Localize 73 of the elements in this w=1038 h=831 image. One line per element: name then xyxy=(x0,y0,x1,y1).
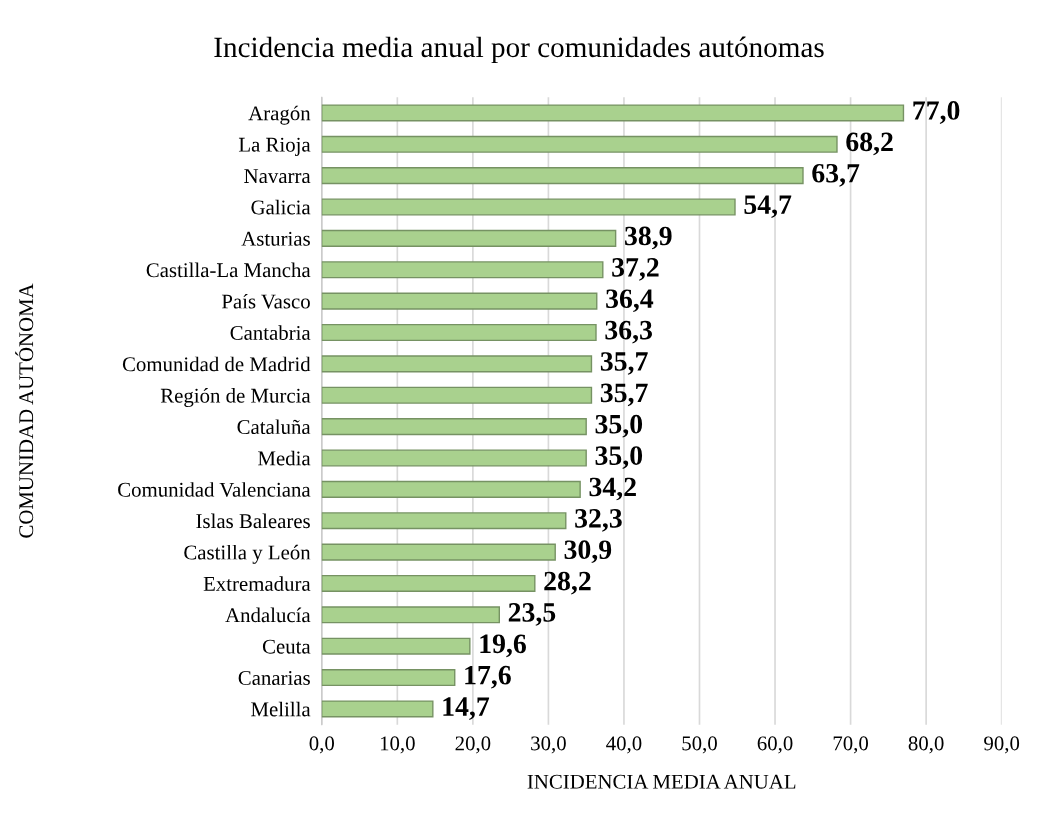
x-tick-label: 10,0 xyxy=(380,736,415,754)
data-label: 38,9 xyxy=(625,226,672,250)
x-tick-label: 0,0 xyxy=(309,736,335,754)
y-tick-label: Castilla-La Mancha xyxy=(146,262,311,278)
bar xyxy=(321,574,536,593)
x-tick-label: 90,0 xyxy=(984,736,1020,754)
data-label: 35,0 xyxy=(595,414,643,438)
y-tick-label: País Vasco xyxy=(221,293,310,309)
x-tick-label: 80,0 xyxy=(908,736,944,754)
bar xyxy=(321,355,593,373)
y-tick-label: Navarra xyxy=(244,169,311,184)
data-label: 36,3 xyxy=(605,320,652,344)
bar xyxy=(321,480,581,498)
bar xyxy=(321,386,593,404)
data-label: 68,2 xyxy=(846,132,893,156)
data-label: 37,2 xyxy=(612,258,659,281)
y-tick-label: La Rioja xyxy=(238,137,311,156)
x-tick-label: 50,0 xyxy=(682,736,717,754)
x-tick-label: 40,0 xyxy=(606,736,642,754)
bar xyxy=(321,323,597,342)
y-tick-label: Canarias xyxy=(238,671,310,686)
bar xyxy=(321,606,501,624)
bar xyxy=(321,512,567,530)
y-tick-label: Media xyxy=(258,450,311,466)
data-label: 23,5 xyxy=(508,603,556,626)
data-label: 14,7 xyxy=(443,697,490,720)
chart-title: Incidencia media anual por comunidades autónomas xyxy=(214,36,824,64)
bar xyxy=(321,135,838,153)
bar xyxy=(321,104,905,122)
data-label: 77,0 xyxy=(913,101,960,124)
data-label: 17,6 xyxy=(465,665,511,689)
data-label: 35,7 xyxy=(600,352,648,375)
y-tick-label: Región de Murcia xyxy=(160,388,311,407)
bar xyxy=(321,449,587,467)
y-tick-label: Cataluña xyxy=(237,419,311,435)
data-label: 35,0 xyxy=(595,446,643,469)
y-tick-label: Galicia xyxy=(251,199,311,215)
y-axis-title: COMUNIDAD AUTÓNOMA xyxy=(15,283,34,538)
y-tick-label: Asturias xyxy=(241,231,310,246)
y-tick-label: Melilla xyxy=(251,701,311,717)
bar xyxy=(321,198,736,216)
data-label: 54,7 xyxy=(744,195,792,218)
bar xyxy=(321,167,804,185)
x-tick-label: 20,0 xyxy=(455,736,491,754)
data-label: 30,9 xyxy=(564,540,612,564)
data-label: 63,7 xyxy=(812,163,860,187)
data-label: 34,2 xyxy=(589,477,636,501)
bar xyxy=(321,637,471,655)
data-label: 19,6 xyxy=(480,634,526,658)
x-tick-label: 60,0 xyxy=(757,736,793,754)
y-tick-label: Ceuta xyxy=(262,639,311,654)
bar xyxy=(321,700,434,718)
x-tick-label: 70,0 xyxy=(833,736,869,754)
x-tick-label: 30,0 xyxy=(531,736,566,754)
bar xyxy=(321,292,598,310)
bar xyxy=(321,229,617,247)
data-label: 28,2 xyxy=(544,571,591,595)
y-tick-label: Andalucía xyxy=(225,607,311,623)
x-axis-title: INCIDENCIA MEDIA ANUAL xyxy=(527,774,796,789)
y-tick-label: Comunidad Valenciana xyxy=(118,482,311,497)
bar xyxy=(321,261,604,279)
data-label: 36,4 xyxy=(606,289,654,313)
y-tick-label: Cantabria xyxy=(230,325,311,340)
bar xyxy=(321,543,556,561)
data-label: 32,3 xyxy=(575,509,622,532)
data-label: 35,7 xyxy=(600,383,648,407)
y-tick-label: Extremadura xyxy=(203,576,311,591)
y-tick-label: Aragón xyxy=(248,105,311,125)
y-tick-label: Comunidad de Madrid xyxy=(122,356,311,372)
y-tick-label: Castilla y León xyxy=(184,544,311,564)
bar xyxy=(321,669,456,687)
y-tick-label: Islas Baleares xyxy=(196,513,310,529)
bar xyxy=(321,418,587,436)
